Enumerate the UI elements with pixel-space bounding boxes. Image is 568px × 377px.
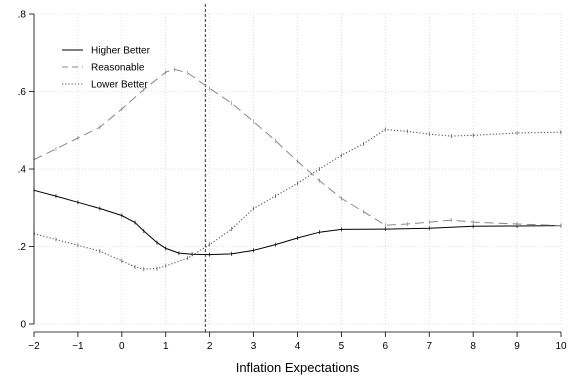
x-tick-label: 8 xyxy=(470,341,476,352)
x-axis-title: Inflation Expectations xyxy=(236,360,360,375)
y-tick-label: .4 xyxy=(18,165,27,176)
grid xyxy=(33,13,562,325)
y-tick-label: .2 xyxy=(18,242,27,253)
y-tick-label: .8 xyxy=(18,10,27,21)
x-tick-label: 5 xyxy=(339,341,345,352)
legend-lower-better-label: Lower Better xyxy=(91,80,148,91)
series-group xyxy=(33,67,562,271)
x-tick-label: 4 xyxy=(295,341,301,352)
axes: 0 .2 .4 .6 .8 −2 −1 0 1 2 3 4 5 6 7 8 9 10 xyxy=(18,10,567,353)
x-tick-label: 6 xyxy=(383,341,389,352)
x-tick-label: 0 xyxy=(119,341,125,352)
x-tick-label: −2 xyxy=(28,341,40,352)
y-tick-label: .6 xyxy=(18,87,27,98)
series-reasonable-line xyxy=(33,68,562,227)
legend-reasonable-label: Reasonable xyxy=(91,63,145,74)
series-higher-better-line xyxy=(33,189,562,256)
legend-higher-better-label: Higher Better xyxy=(91,46,151,57)
x-tick-label: 7 xyxy=(426,341,432,352)
x-tick-label: 1 xyxy=(163,341,169,352)
x-tick-label: 2 xyxy=(207,341,213,352)
x-tick-label: 10 xyxy=(555,341,567,352)
y-tick-label: 0 xyxy=(20,320,26,331)
x-tick-label: 9 xyxy=(514,341,520,352)
x-tick-label: 3 xyxy=(251,341,257,352)
legend: Higher Better Reasonable Lower Better xyxy=(62,46,151,91)
x-tick-label: −1 xyxy=(72,341,84,352)
